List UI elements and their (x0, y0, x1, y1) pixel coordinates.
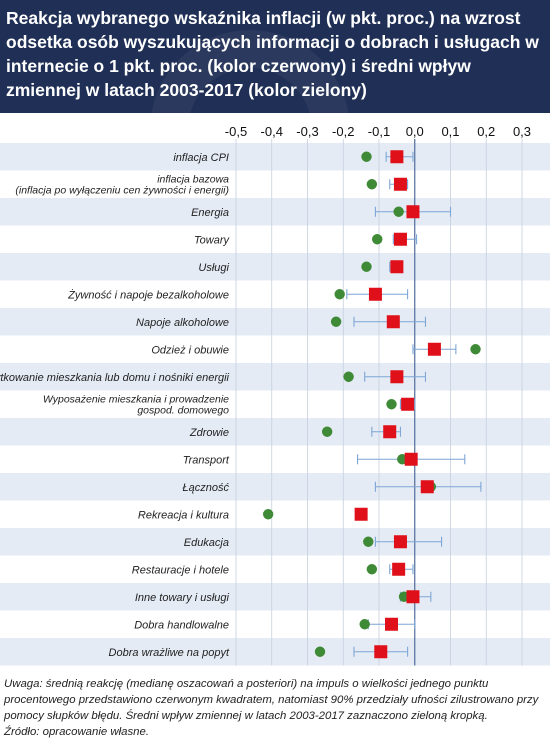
mean-dot (359, 619, 370, 630)
category-label: Napoje alkoholowe (136, 317, 229, 329)
category-label: Usługi (198, 262, 229, 274)
mean-dot (314, 646, 326, 657)
row-stripe (0, 418, 550, 446)
category-label-line: Wyposażenie mieszkania i prowadzenie (43, 393, 229, 405)
median-square (374, 645, 388, 659)
chart-title: Reakcja wybranego wskaźnika inflacji (w … (6, 8, 539, 100)
category-label: Towary (194, 234, 231, 246)
x-tick-label: -0,2 (332, 124, 354, 139)
x-tick-label: -0,1 (368, 124, 390, 139)
x-tick-label: 0,1 (441, 124, 459, 139)
source-text: Źródło: opracowanie własne. (4, 726, 149, 738)
category-label: Odzież i obuwie (151, 344, 229, 356)
chart-area: -0,5 -0,4 -0,3 -0,2 -0,1 0,0 0,1 0,2 0,3 inflacja… (0, 113, 550, 670)
row-stripe (0, 528, 550, 556)
category-label: Energia (191, 207, 229, 219)
median-square (354, 507, 368, 521)
row-stripe (0, 253, 550, 281)
mean-dot (262, 509, 274, 520)
row-stripe (0, 198, 550, 226)
x-tick-label: 0,3 (513, 124, 531, 139)
mean-dot (361, 261, 372, 272)
row-stripe (0, 583, 550, 611)
note-text: Uwaga: średnią reakcję (medianę oszacowa… (4, 678, 539, 722)
category-label: Dobra wrażliwe na popyt (109, 647, 230, 659)
median-square (385, 617, 399, 631)
header-banner: Reakcja wybranego wskaźnika inflacji (w … (0, 0, 550, 113)
row-stripe (0, 363, 550, 391)
category-label-line: inflacja bazowa (157, 173, 229, 185)
category-label: Żywność i napoje bezalkoholowe (67, 289, 229, 301)
category-label: Rekreacja i kultura (138, 509, 229, 521)
median-square (406, 205, 420, 219)
median-square (390, 370, 404, 384)
category-label: Restauracje i hotele (132, 564, 229, 576)
chart-svg: -0,5 -0,4 -0,3 -0,2 -0,1 0,0 0,1 0,2 0,3 inflacja… (0, 124, 550, 666)
row-stripe (0, 143, 550, 171)
median-square (390, 260, 404, 274)
category-label: Inne towary i usługi (135, 592, 230, 604)
median-square (420, 480, 434, 494)
median-square (393, 535, 407, 549)
category-label: Dobra handlowalne (134, 619, 229, 631)
category-label: Transport (183, 454, 230, 466)
row-stripe (0, 638, 550, 666)
x-tick-label: 0,0 (406, 124, 424, 139)
category-label: inflacja bazowa (inflacja po wyłączeniu c… (15, 173, 229, 196)
mean-dot (470, 344, 481, 355)
mean-dot (343, 371, 354, 382)
mean-dot (366, 179, 378, 190)
x-tick-label: -0,3 (296, 124, 318, 139)
median-square (383, 425, 397, 439)
mean-dot (393, 206, 404, 217)
mean-dot (366, 564, 378, 575)
median-square (401, 397, 415, 411)
median-square (393, 232, 407, 246)
category-label: Użytkowanie mieszkania lub domu i nośnik… (0, 372, 230, 384)
category-label: Wyposażenie mieszkania i prowadzenie gosp… (43, 393, 229, 416)
category-label-line: (inflacja po wyłączeniu cen żywności i e… (15, 184, 229, 196)
mean-dot (363, 536, 374, 547)
median-square (392, 562, 406, 576)
mean-dot (372, 234, 383, 245)
category-label: Łączność (183, 482, 230, 494)
category-label-line: gospod. domowego (137, 404, 229, 416)
footnote: Uwaga: średnią reakcję (medianę oszacowa… (4, 676, 548, 740)
x-tick-label: 0,2 (477, 124, 495, 139)
row-stripe (0, 308, 550, 336)
median-square (393, 177, 407, 191)
mean-dot (330, 316, 342, 327)
median-square (404, 452, 418, 466)
mean-dot (361, 151, 372, 162)
category-label: inflacja CPI (173, 152, 229, 164)
median-square (368, 287, 382, 301)
mean-dot (321, 426, 333, 437)
category-label: Zdrowie (189, 427, 229, 439)
x-tick-label: -0,5 (225, 124, 247, 139)
category-label: Edukacja (184, 537, 229, 549)
median-square (386, 315, 400, 329)
median-square (406, 590, 420, 604)
median-square (390, 150, 404, 164)
x-tick-label: -0,4 (261, 124, 283, 139)
median-square (427, 342, 441, 356)
mean-dot (386, 399, 397, 410)
mean-dot (334, 289, 345, 300)
